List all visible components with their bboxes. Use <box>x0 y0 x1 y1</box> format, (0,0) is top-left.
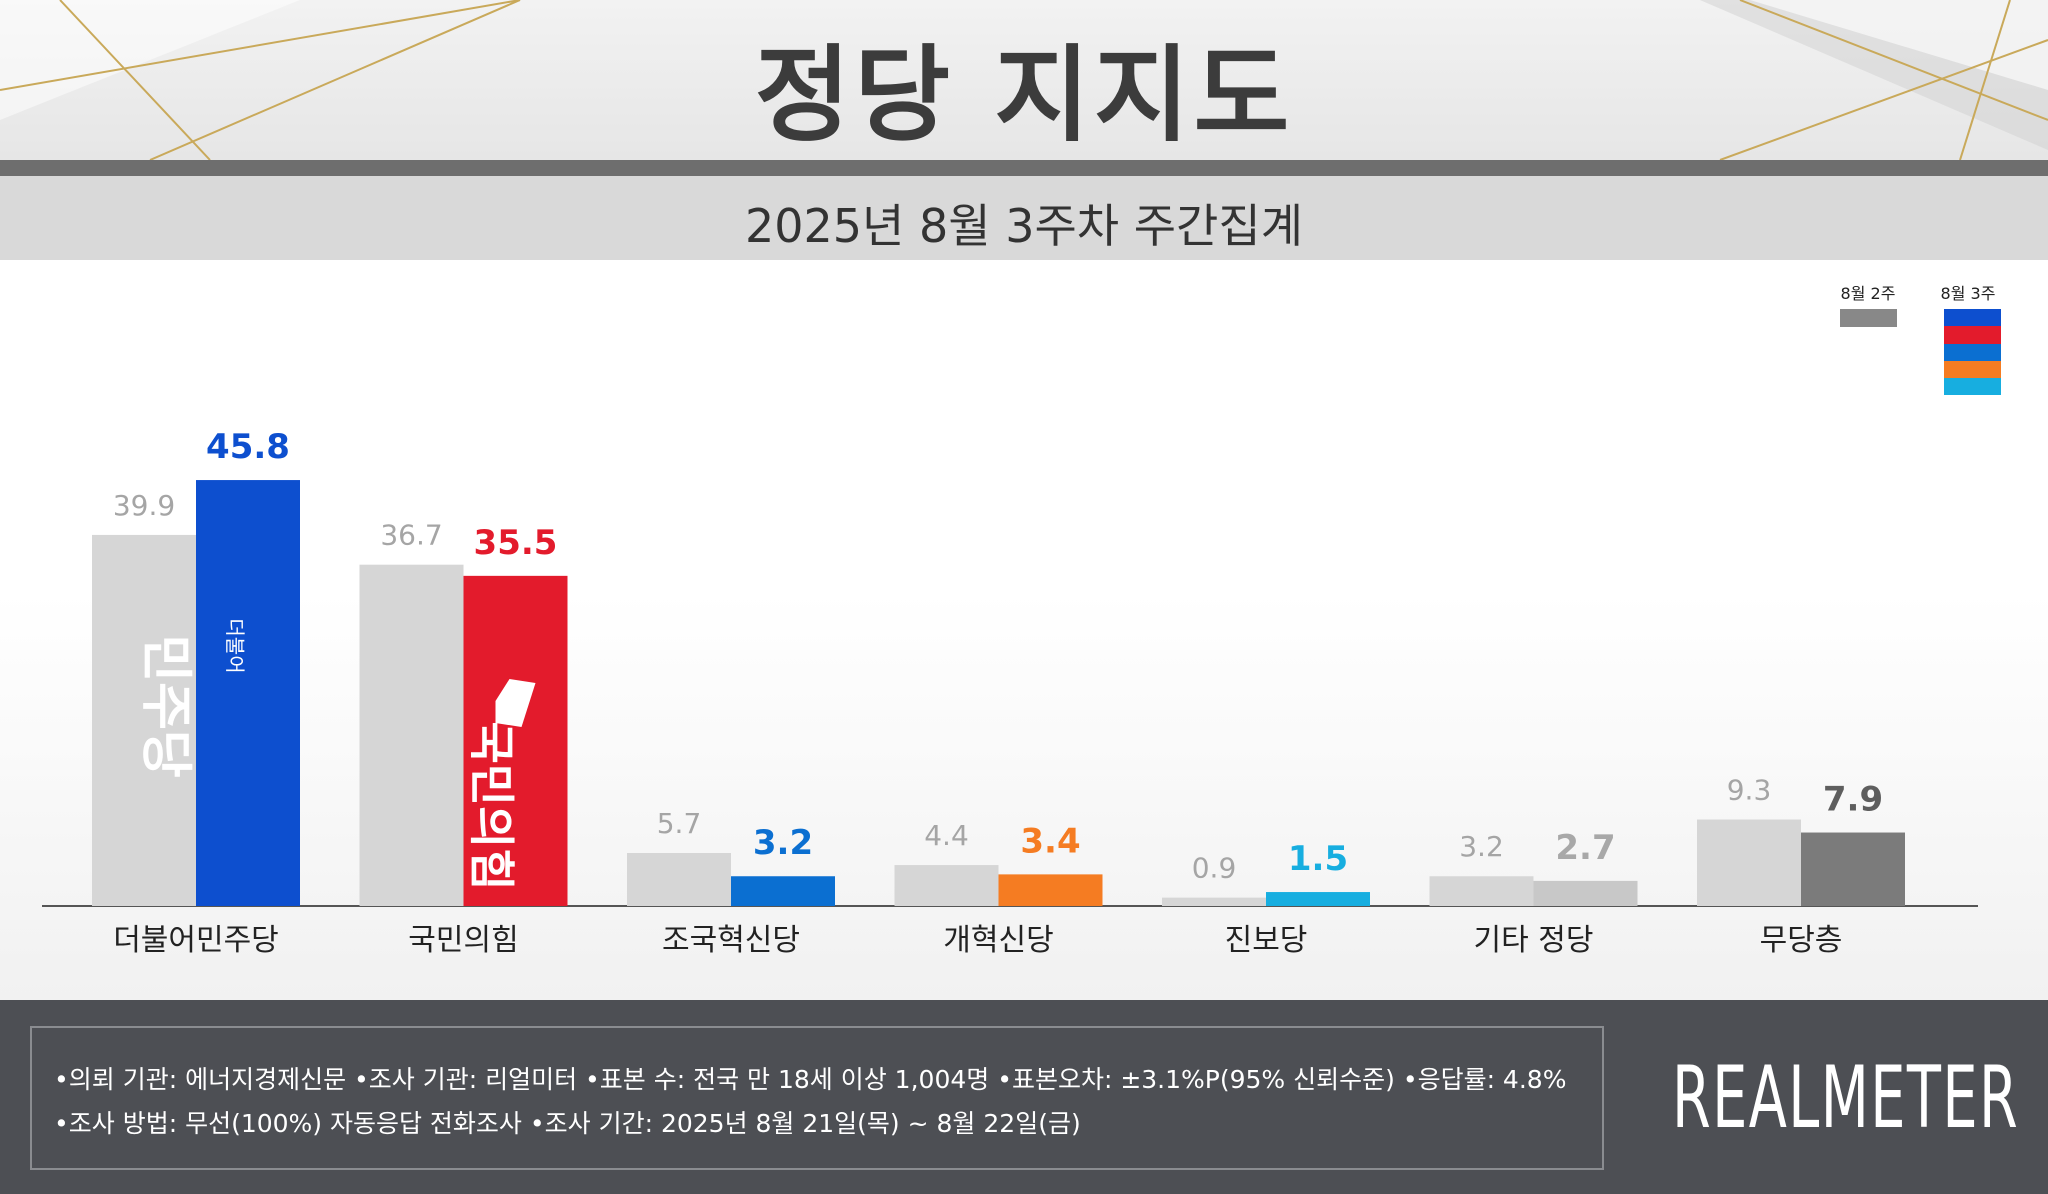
legend-swatch-curr <box>1944 309 2001 396</box>
category-label: 개혁신당 <box>943 923 1053 958</box>
value-label-prev: 36.7 <box>380 519 442 552</box>
header-divider <box>0 160 2048 176</box>
legend-swatch-prev <box>1840 309 1897 327</box>
bar-curr <box>196 480 300 906</box>
party-logo-text: 국민의힘 <box>465 721 519 890</box>
value-label-curr: 3.4 <box>1020 821 1080 861</box>
header-banner <box>0 0 2048 160</box>
value-label-curr: 3.2 <box>753 823 813 863</box>
bar-prev <box>1162 897 1266 906</box>
party-logo-small-text: 더불어 <box>223 618 247 673</box>
legend-swatch-stripe <box>1944 309 2001 327</box>
bar-curr <box>731 876 835 906</box>
value-label-curr: 35.5 <box>474 523 558 563</box>
bar-prev <box>1429 876 1534 906</box>
bar-curr <box>1533 880 1638 906</box>
bar-prev <box>894 865 999 906</box>
value-label-curr: 1.5 <box>1288 839 1348 879</box>
bar-curr <box>1801 832 1905 906</box>
chart-subtitle: 2025년 8월 3주차 주간집계 <box>744 199 1304 253</box>
survey-info-box: •의뢰 기관: 에너지경제신문 •조사 기관: 리얼미터 •표본 수: 전국 만… <box>30 1026 1604 1170</box>
bar-curr <box>1266 892 1370 906</box>
category-label: 국민의힘 <box>408 923 518 958</box>
value-label-prev: 3.2 <box>1459 830 1504 863</box>
bar-prev <box>1697 819 1801 906</box>
subtitle-band <box>0 176 2048 260</box>
value-label-curr: 45.8 <box>206 427 290 467</box>
legend-swatch-stripe <box>1944 343 2001 361</box>
category-label: 기타 정당 <box>1474 923 1594 958</box>
chart-area: 39.9 45.8 더불어민주당 민주당 더불어 36.7 35.5 국민의힘 국민의힘 5.7 3… <box>0 260 2048 1000</box>
value-label-curr: 7.9 <box>1823 780 1883 820</box>
bar-prev <box>627 852 731 906</box>
legend-swatch-stripe <box>1944 378 2001 396</box>
category-label: 무당층 <box>1760 923 1843 958</box>
value-label-prev: 4.4 <box>924 819 969 852</box>
legend-swatch-stripe <box>1944 360 2001 378</box>
bar-prev <box>92 534 196 906</box>
bar-prev <box>359 564 464 906</box>
page-title: 정당 지지도 <box>754 34 1294 156</box>
brand-logo: REALMETER <box>1672 1048 2020 1148</box>
legend-swatch-stripe <box>1944 326 2001 344</box>
footer-panel <box>0 1000 2048 1194</box>
category-label: 더불어민주당 <box>113 923 279 958</box>
bar-curr <box>463 575 568 906</box>
survey-info-line-2: •조사 방법: 무선(100%) 자동응답 전화조사 •조사 기간: 2025년… <box>54 1109 1081 1138</box>
value-label-curr: 2.7 <box>1555 828 1615 868</box>
bar-curr <box>998 874 1103 906</box>
value-label-prev: 9.3 <box>1727 774 1772 807</box>
category-label: 조국혁신당 <box>662 923 800 958</box>
category-label: 진보당 <box>1225 923 1308 958</box>
party-logo-text: 민주당 <box>135 634 195 778</box>
party-logo-mark <box>495 679 536 727</box>
header-decoration <box>0 0 2048 160</box>
survey-info-line-1: •의뢰 기관: 에너지경제신문 •조사 기관: 리얼미터 •표본 수: 전국 만… <box>54 1065 1567 1094</box>
legend-label-curr: 8월 3주 <box>1940 284 1996 303</box>
value-label-prev: 39.9 <box>113 489 175 522</box>
value-label-prev: 0.9 <box>1192 852 1237 885</box>
legend-label-prev: 8월 2주 <box>1840 284 1896 303</box>
value-label-prev: 5.7 <box>657 807 702 840</box>
